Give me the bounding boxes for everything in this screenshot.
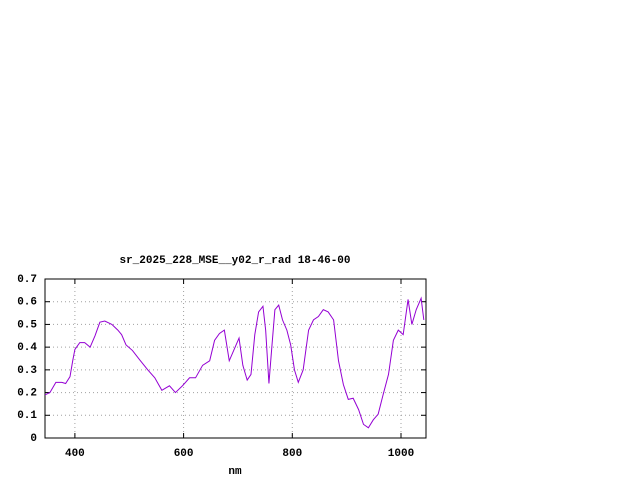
y-tick-label: 0.1 [17, 410, 37, 422]
x-tick-label: 600 [174, 448, 194, 460]
x-tick-label: 1000 [388, 448, 414, 460]
x-axis-label: nm [228, 466, 242, 478]
plot-frame [44, 278, 427, 439]
y-tick-label: 0.7 [17, 274, 37, 286]
data-line [44, 296, 425, 429]
y-tick-label: 0.5 [17, 319, 37, 331]
x-tick-label: 800 [282, 448, 302, 460]
y-tick-label: 0.6 [17, 297, 37, 309]
chart-title: sr_2025_228_MSE__y02_r_rad 18-46-00 [119, 255, 350, 267]
y-tick-label: 0.2 [17, 387, 37, 399]
y-tick-label: 0.4 [17, 342, 37, 354]
x-tick-label: 400 [65, 448, 85, 460]
y-tick-label: 0 [30, 433, 37, 445]
y-tick-label: 0.3 [17, 365, 37, 377]
